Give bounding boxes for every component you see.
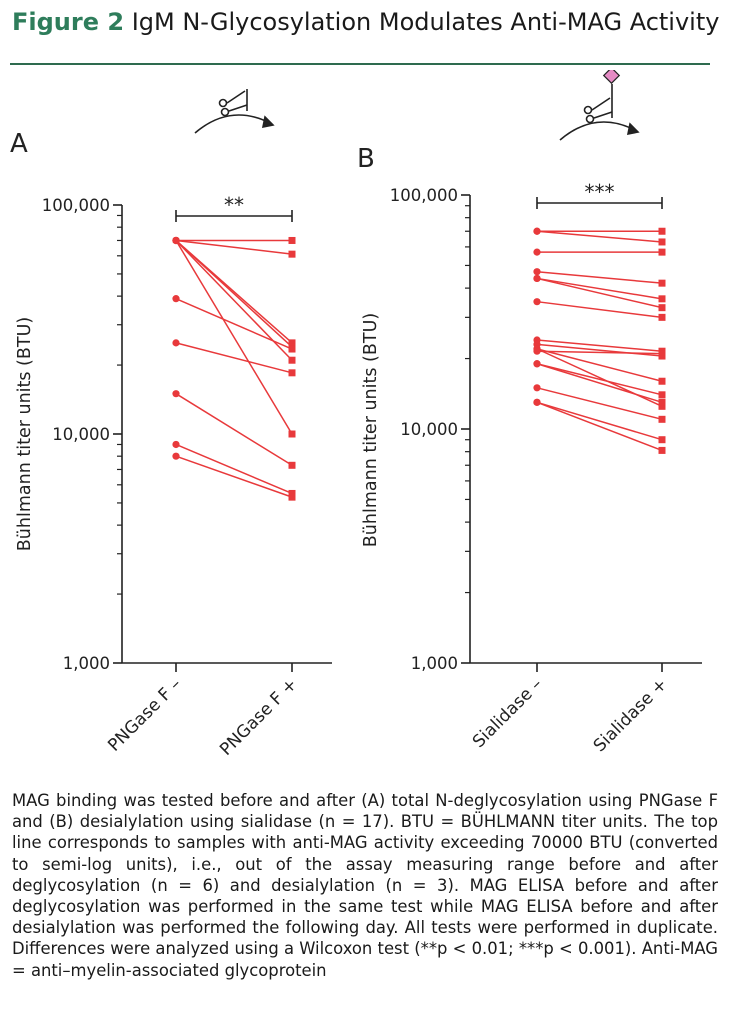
panel-b-pair-line — [536, 348, 663, 382]
panel-b-y-tick-label: 1,000 — [411, 654, 458, 673]
panel-b-point-before — [533, 248, 541, 256]
panel-b-x-tick-label: Sialidase + — [590, 674, 672, 756]
caption-text: MAG binding was tested before and after … — [12, 791, 718, 980]
panel-a-point-after — [288, 345, 296, 353]
panel-b-significance-label: *** — [585, 180, 615, 204]
panel-b-point-after — [658, 295, 666, 303]
panel-b-point-before — [533, 398, 541, 406]
panel-b-point-after — [658, 279, 666, 287]
panel-b-point-before — [533, 360, 541, 368]
panel-a-point-before — [172, 236, 180, 245]
panel-b-pair-line — [536, 363, 663, 396]
panel-b-point-before — [533, 227, 541, 235]
panel-a-pair-line — [175, 342, 293, 374]
panel-b-point-after — [658, 238, 666, 246]
panel-a-y-tick-label: 10,000 — [52, 425, 110, 444]
panel-b-pair-line — [536, 339, 663, 352]
panel-a-letter: A — [10, 129, 28, 159]
panel-a-point-before — [172, 339, 180, 347]
panel-a-point-before — [172, 440, 180, 449]
panel-a-x-tick-label: PNGase F – — [104, 674, 185, 755]
panel-a-x-tick-label: PNGase F + — [216, 674, 301, 759]
panel-b-pair-line — [536, 300, 663, 319]
panel-a-point-after — [288, 489, 296, 497]
panel-b-pair-line — [536, 401, 663, 452]
panel-a-point-before — [172, 295, 180, 303]
panel-b-point-after — [658, 304, 666, 312]
scissors-cleaving-sialic-acid-icon — [559, 70, 640, 141]
panel-a-y-tick-label: 100,000 — [42, 196, 110, 215]
panel-a-point-after — [288, 369, 296, 377]
panel-a-pair-line — [175, 455, 293, 498]
panel-b-pair-line — [536, 277, 663, 300]
panel-a-point-after — [288, 493, 296, 501]
panel-b-pair-line — [536, 350, 663, 355]
figure-title-text: IgM N-Glycosylation Modulates Anti-MAG A… — [131, 8, 720, 36]
panel-b-point-before — [533, 384, 541, 392]
panel-b-y-tick-label: 10,000 — [400, 420, 458, 439]
panel-b-point-after — [658, 446, 666, 454]
panel-b-pair-line — [536, 348, 663, 408]
panel-a-pair-line — [175, 443, 293, 495]
chart-figure: A 1,000 10,000 100,000 PNGase F – PNGase F + B… — [10, 70, 702, 760]
panel-b-point-before — [533, 347, 541, 355]
panel-a-point-after — [288, 236, 296, 244]
panel-b-pair-line — [536, 270, 663, 284]
title-divider — [10, 63, 710, 65]
panel-b-point-after — [658, 402, 666, 410]
panel-b-pair-line — [536, 363, 663, 404]
panel-a-point-after — [288, 250, 296, 258]
panel-b-pair-line — [536, 401, 663, 441]
panel-b-point-before — [533, 274, 541, 283]
panel-a-point-before — [172, 390, 180, 398]
panel-b-y-tick-label: 100,000 — [390, 186, 458, 205]
panel-a-point-after — [288, 356, 296, 364]
panel-b-y-axis-label: Bühlmann titer units (BTU) — [361, 313, 381, 547]
panel-a-point-after — [288, 461, 296, 469]
panel-b-point-after — [658, 377, 666, 385]
panel-a-y-axis-label: Bühlmann titer units (BTU) — [15, 317, 35, 551]
panel-b-point-after — [658, 248, 666, 256]
panel-b-point-after — [658, 313, 666, 321]
panel-b-letter: B — [357, 144, 375, 174]
panel-a-point-before — [172, 452, 180, 460]
panel-a-pair-line — [175, 393, 293, 466]
panel-b-point-after — [658, 415, 666, 423]
panel-a-significance-label: ** — [224, 193, 244, 217]
panel-b-point-after — [658, 436, 666, 444]
figure-label: Figure 2 — [12, 8, 125, 36]
panel-a-pair-line — [175, 240, 293, 435]
panel-b-x-tick-label: Sialidase – — [469, 674, 547, 752]
panel-a-point-after — [288, 339, 296, 347]
figure-title: Figure 2 IgM N-Glycosylation Modulates A… — [12, 8, 719, 36]
panel-b-point-after — [658, 350, 666, 358]
panel-b-point-before — [533, 268, 541, 276]
panel-b-pair-line — [536, 343, 663, 357]
scissors-cleaving-glycan-icon — [194, 89, 275, 134]
panel-a-pair-line — [175, 239, 293, 348]
panel-b-pair-line — [536, 387, 663, 421]
panel-a-pair-line — [175, 239, 293, 255]
panel-b-point-after — [658, 391, 666, 399]
panel-a-y-tick-label: 1,000 — [63, 654, 110, 673]
panel-a-point-after — [288, 430, 296, 438]
panel-b-point-after — [658, 398, 666, 406]
panel-b-point-after — [658, 227, 666, 235]
panel-a-pair-line — [175, 297, 293, 350]
panel-b-point-before — [533, 298, 541, 306]
panel-b-pair-line — [536, 277, 663, 309]
figure-caption: MAG binding was tested before and after … — [12, 790, 718, 981]
panel-b-pair-line — [536, 230, 663, 243]
